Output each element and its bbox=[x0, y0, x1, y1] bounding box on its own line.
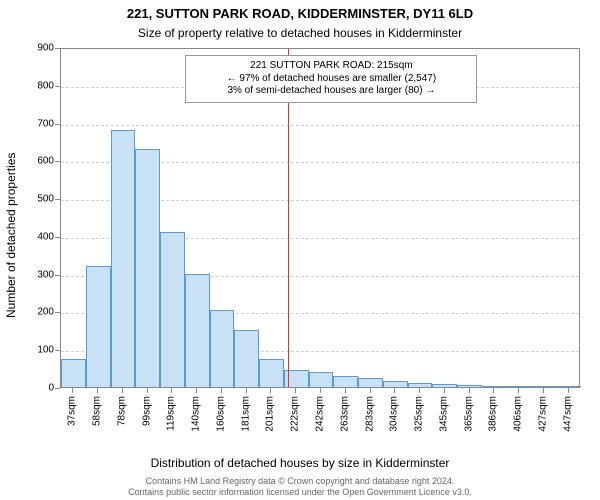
x-tick-label: 386sqm bbox=[488, 396, 499, 432]
x-tick-label: 427sqm bbox=[537, 396, 548, 432]
chart-title-line1: 221, SUTTON PARK ROAD, KIDDERMINSTER, DY… bbox=[0, 6, 600, 21]
footnote-line1: Contains HM Land Registry data © Crown c… bbox=[0, 476, 600, 487]
y-tick-label: 700 bbox=[26, 118, 54, 129]
x-tick-label: 119sqm bbox=[166, 396, 177, 431]
x-tick-label: 160sqm bbox=[215, 396, 226, 432]
histogram-bar bbox=[482, 386, 507, 388]
x-tick-label: 242sqm bbox=[315, 396, 326, 432]
x-tick-label: 304sqm bbox=[389, 396, 400, 432]
histogram-bar bbox=[507, 386, 532, 387]
histogram-bar bbox=[86, 266, 111, 387]
histogram-bar bbox=[383, 381, 408, 387]
histogram-bar bbox=[135, 149, 160, 387]
x-axis-label: Distribution of detached houses by size … bbox=[0, 456, 600, 470]
x-tick-label: 58sqm bbox=[92, 396, 103, 426]
x-tick-label: 447sqm bbox=[562, 396, 573, 432]
histogram-bar bbox=[432, 384, 457, 387]
histogram-bar bbox=[333, 376, 358, 387]
x-tick-label: 365sqm bbox=[463, 396, 474, 432]
annotation-box: 221 SUTTON PARK ROAD: 215sqm ← 97% of de… bbox=[185, 55, 477, 103]
y-tick-label: 200 bbox=[26, 307, 54, 318]
histogram-bar bbox=[457, 385, 482, 387]
x-tick-label: 406sqm bbox=[513, 396, 524, 432]
plot-area: 221 SUTTON PARK ROAD: 215sqm ← 97% of de… bbox=[60, 48, 580, 388]
x-tick-label: 37sqm bbox=[67, 396, 78, 426]
histogram-bar bbox=[61, 359, 86, 387]
x-tick-label: 140sqm bbox=[191, 396, 202, 432]
x-tick-label: 283sqm bbox=[364, 396, 375, 432]
y-tick-label: 400 bbox=[26, 231, 54, 242]
x-tick-label: 181sqm bbox=[240, 396, 251, 432]
histogram-bar bbox=[358, 378, 383, 387]
y-axis-label: Number of detached properties bbox=[4, 153, 18, 318]
y-tick-label: 600 bbox=[26, 156, 54, 167]
y-tick-label: 300 bbox=[26, 269, 54, 280]
histogram-bar bbox=[210, 310, 235, 387]
annotation-line2: ← 97% of detached houses are smaller (2,… bbox=[190, 73, 472, 86]
histogram-bar bbox=[556, 386, 581, 387]
histogram-bar bbox=[111, 130, 136, 387]
x-tick-label: 263sqm bbox=[339, 396, 350, 432]
annotation-line3: 3% of semi-detached houses are larger (8… bbox=[190, 85, 472, 98]
histogram-bar bbox=[234, 330, 259, 387]
footnote: Contains HM Land Registry data © Crown c… bbox=[0, 476, 600, 498]
histogram-bar bbox=[259, 359, 284, 387]
y-tick-label: 100 bbox=[26, 345, 54, 356]
y-tick-label: 0 bbox=[26, 383, 54, 394]
chart-container: 221, SUTTON PARK ROAD, KIDDERMINSTER, DY… bbox=[0, 0, 600, 500]
x-tick-label: 325sqm bbox=[414, 396, 425, 432]
x-tick-label: 99sqm bbox=[141, 396, 152, 426]
x-tick-label: 201sqm bbox=[265, 396, 276, 432]
histogram-bar bbox=[160, 232, 185, 387]
footnote-line2: Contains public sector information licen… bbox=[0, 487, 600, 498]
x-tick-label: 345sqm bbox=[438, 396, 449, 432]
histogram-bar bbox=[309, 372, 334, 387]
histogram-bar bbox=[408, 383, 433, 387]
histogram-bar bbox=[531, 386, 556, 387]
x-tick-label: 78sqm bbox=[116, 396, 127, 426]
y-tick-label: 800 bbox=[26, 80, 54, 91]
histogram-bar bbox=[185, 274, 210, 387]
y-tick-label: 900 bbox=[26, 43, 54, 54]
x-tick-label: 222sqm bbox=[290, 396, 301, 432]
chart-title-line2: Size of property relative to detached ho… bbox=[0, 26, 600, 40]
y-tick-label: 500 bbox=[26, 194, 54, 205]
annotation-line1: 221 SUTTON PARK ROAD: 215sqm bbox=[190, 60, 472, 73]
